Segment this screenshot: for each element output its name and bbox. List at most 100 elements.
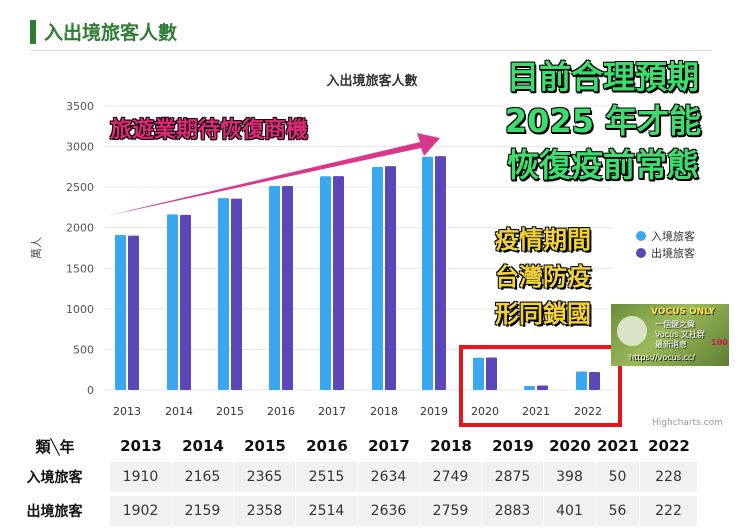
table-cell: 2883 [482, 496, 544, 526]
table-cell: 2636 [358, 496, 420, 526]
table-cell: 2749 [420, 462, 482, 492]
y-tick-label: 3500 [66, 100, 94, 113]
table-year-cell: 2014 [182, 437, 224, 455]
table-year-cell: 2022 [648, 437, 690, 455]
bar-outbound [385, 166, 396, 390]
table-cell: 2514 [296, 496, 358, 526]
highcharts-credit[interactable]: Highcharts.com [652, 418, 723, 428]
table-year-cell: 2021 [597, 437, 639, 455]
data-table: 類╲年 2013 2014 2015 2016 2017 2018 2019 2… [0, 430, 698, 530]
bar-outbound [486, 357, 497, 390]
table-cell: 2365 [234, 462, 296, 492]
pandemic-line-1: 疫情期間 [495, 226, 591, 254]
headline-annotation: 目前合理預期 2025 年才能 恢復疫前常態 [478, 55, 728, 187]
bar-outbound [282, 186, 293, 390]
header-divider [30, 50, 712, 51]
x-tick-label: 2014 [165, 405, 193, 418]
table-corner-cell: 類╲年 [35, 437, 75, 456]
table-cell: 2159 [172, 496, 234, 526]
highlight-box [459, 345, 622, 427]
pandemic-line-3: 形同鎖國 [495, 300, 591, 328]
table-year-cell: 2013 [120, 437, 162, 455]
vocus-line-3: 最新消息 [655, 340, 687, 349]
x-tick-label: 2015 [216, 405, 244, 418]
table-year-cell: 2016 [306, 437, 348, 455]
page-title: 入出境旅客人數 [44, 22, 178, 44]
table-year-cell: 2015 [244, 437, 286, 455]
bar-inbound [320, 176, 331, 390]
vocus-url: https://vocus.cc/ [629, 353, 695, 362]
bar-inbound [473, 357, 484, 390]
table-cell: 1910 [110, 462, 172, 492]
table-cell: 222 [640, 496, 698, 526]
pandemic-annotation: 疫情期間 台灣防疫 形同鎖國 [478, 222, 608, 333]
x-tick-label: 2013 [113, 405, 141, 418]
legend-label: 入境旅客 [651, 229, 695, 243]
table-row: 入境旅客 1910 2165 2365 2515 2634 2749 2875 … [0, 462, 698, 492]
x-tick-label: 2022 [574, 405, 602, 418]
table-year-cell: 2017 [368, 437, 410, 455]
bar-outbound [435, 156, 446, 390]
table-cell: 2634 [358, 462, 420, 492]
bar-inbound [372, 166, 383, 390]
table-cell: 2515 [296, 462, 358, 492]
table-year-cell: 2019 [492, 437, 534, 455]
table-cell: 1902 [110, 496, 172, 526]
table-year-cell: 2020 [549, 437, 591, 455]
bar-inbound [167, 214, 178, 390]
table-cell: 228 [640, 462, 698, 492]
bar-inbound [576, 371, 587, 390]
legend-label: 出境旅客 [651, 246, 695, 260]
vocus-lines: 一個鍵之聲 Vocus 文社群 最新消息 [655, 320, 705, 350]
y-axis-label: 萬人 [30, 237, 43, 259]
bar-chart: 入出境旅客人數 0 500 1000 1500 2000 2500 3000 3500 萬人 201… [30, 73, 695, 427]
table-cell: 50 [596, 462, 640, 492]
bar-outbound [333, 176, 344, 390]
header-accent-bar [30, 20, 36, 44]
x-tick-label: 2018 [370, 405, 398, 418]
bar-inbound [269, 185, 280, 390]
promo-annotation: 旅遊業期待恢復商機 [110, 118, 309, 143]
table-cell: 2759 [420, 496, 482, 526]
y-tick-label: 2500 [66, 181, 94, 194]
legend-marker [636, 248, 646, 258]
table-year-cell: 2018 [430, 437, 472, 455]
table-cell: 2358 [234, 496, 296, 526]
table-row-label: 入境旅客 [0, 462, 110, 492]
y-tick-label: 3000 [66, 141, 94, 154]
vocus-title: VOCUS ONLY [651, 307, 716, 317]
headline-line-3: 恢復疫前常態 [506, 146, 699, 184]
x-tick-label: 2017 [318, 405, 346, 418]
vocus-line-2: Vocus 文社群 [655, 330, 705, 339]
page-header: 入出境旅客人數 [0, 0, 740, 52]
y-tick-label: 1000 [66, 303, 94, 316]
x-tick-label: 2021 [522, 405, 550, 418]
y-tick-label: 2000 [66, 222, 94, 235]
bar-outbound [589, 371, 600, 390]
x-tick-label: 2019 [420, 405, 448, 418]
table-row-label: 出境旅客 [0, 496, 110, 526]
bird-icon [617, 316, 647, 346]
vocus-line-1: 一個鍵之聲 [655, 320, 695, 329]
bar-outbound [537, 385, 548, 390]
bar-inbound [422, 156, 433, 390]
headline-line-1: 目前合理預期 [506, 58, 699, 96]
bar-outbound [128, 235, 139, 390]
bar-outbound [231, 198, 242, 390]
bar-outbound [180, 214, 191, 390]
table-row: 出境旅客 1902 2159 2358 2514 2636 2759 2883 … [0, 496, 698, 526]
vocus-watermark: VOCUS ONLY 一個鍵之聲 Vocus 文社群 最新消息 100 http… [611, 304, 729, 366]
pandemic-line-2: 台灣防疫 [495, 263, 591, 291]
table-cell: 2875 [482, 462, 544, 492]
x-tick-label: 2020 [471, 405, 499, 418]
y-tick-label: 1500 [66, 262, 94, 275]
table-cell: 56 [596, 496, 640, 526]
legend-marker [636, 231, 646, 241]
bar-inbound [524, 385, 535, 390]
bar-inbound [115, 235, 126, 390]
table-cell: 401 [544, 496, 596, 526]
table-header-row: 類╲年 2013 2014 2015 2016 2017 2018 2019 2… [0, 434, 698, 458]
chart-title: 入出境旅客人數 [326, 73, 417, 89]
table-cell: 2165 [172, 462, 234, 492]
vocus-badge: 100 [711, 338, 728, 347]
